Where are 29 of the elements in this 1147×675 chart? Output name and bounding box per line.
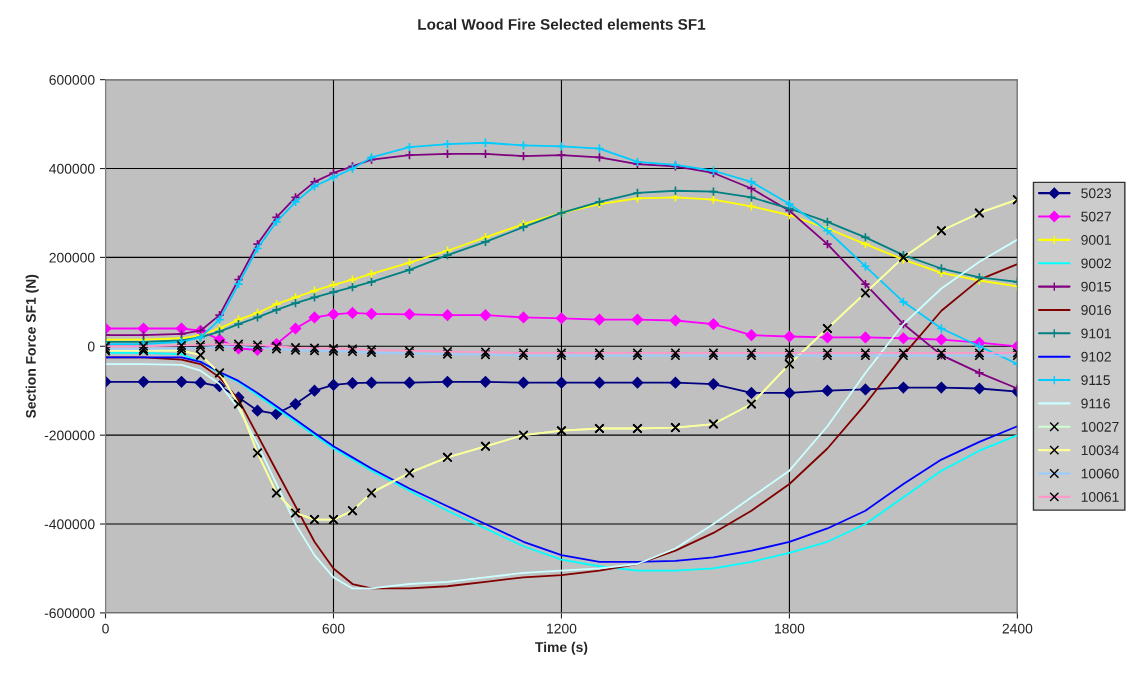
y-tick-label: 600000: [49, 74, 95, 85]
y-tick-label: 200000: [49, 252, 95, 263]
legend-label: 9102: [1081, 351, 1111, 362]
legend-label: 10060: [1081, 468, 1119, 479]
y-tick-label: -600000: [44, 608, 95, 619]
legend-label: 9001: [1081, 235, 1111, 245]
y-tick-label: 400000: [49, 163, 95, 174]
legend-label: 9002: [1081, 258, 1111, 269]
x-tick-label: 0: [102, 623, 109, 634]
y-tick-label: -400000: [44, 519, 95, 530]
chart-title: Local Wood Fire Selected elements SF1: [418, 18, 706, 30]
legend-label: 9116: [1081, 398, 1110, 409]
x-axis-title: Time (s): [535, 641, 588, 655]
legend-label: 9016: [1081, 305, 1111, 315]
y-axis-title: Section Force SF1 (N): [25, 274, 39, 419]
y-tick-label: 0: [87, 341, 95, 352]
x-tick-label: 600: [322, 623, 345, 634]
x-tick-label: 1200: [547, 623, 577, 634]
legend-label: 9115: [1081, 375, 1110, 386]
legend-label: 9015: [1081, 281, 1111, 292]
legend-label: 10034: [1081, 445, 1119, 456]
y-tick-label: -200000: [44, 430, 95, 441]
legend-label: 9101: [1081, 328, 1111, 339]
legend-label: 5023: [1081, 188, 1111, 199]
legend-label: 10061: [1081, 492, 1119, 502]
x-tick-label: 2400: [1002, 623, 1033, 634]
legend-label: 10027: [1081, 421, 1119, 432]
legend-label: 5027: [1081, 211, 1111, 222]
x-tick-label: 1800: [775, 623, 805, 634]
